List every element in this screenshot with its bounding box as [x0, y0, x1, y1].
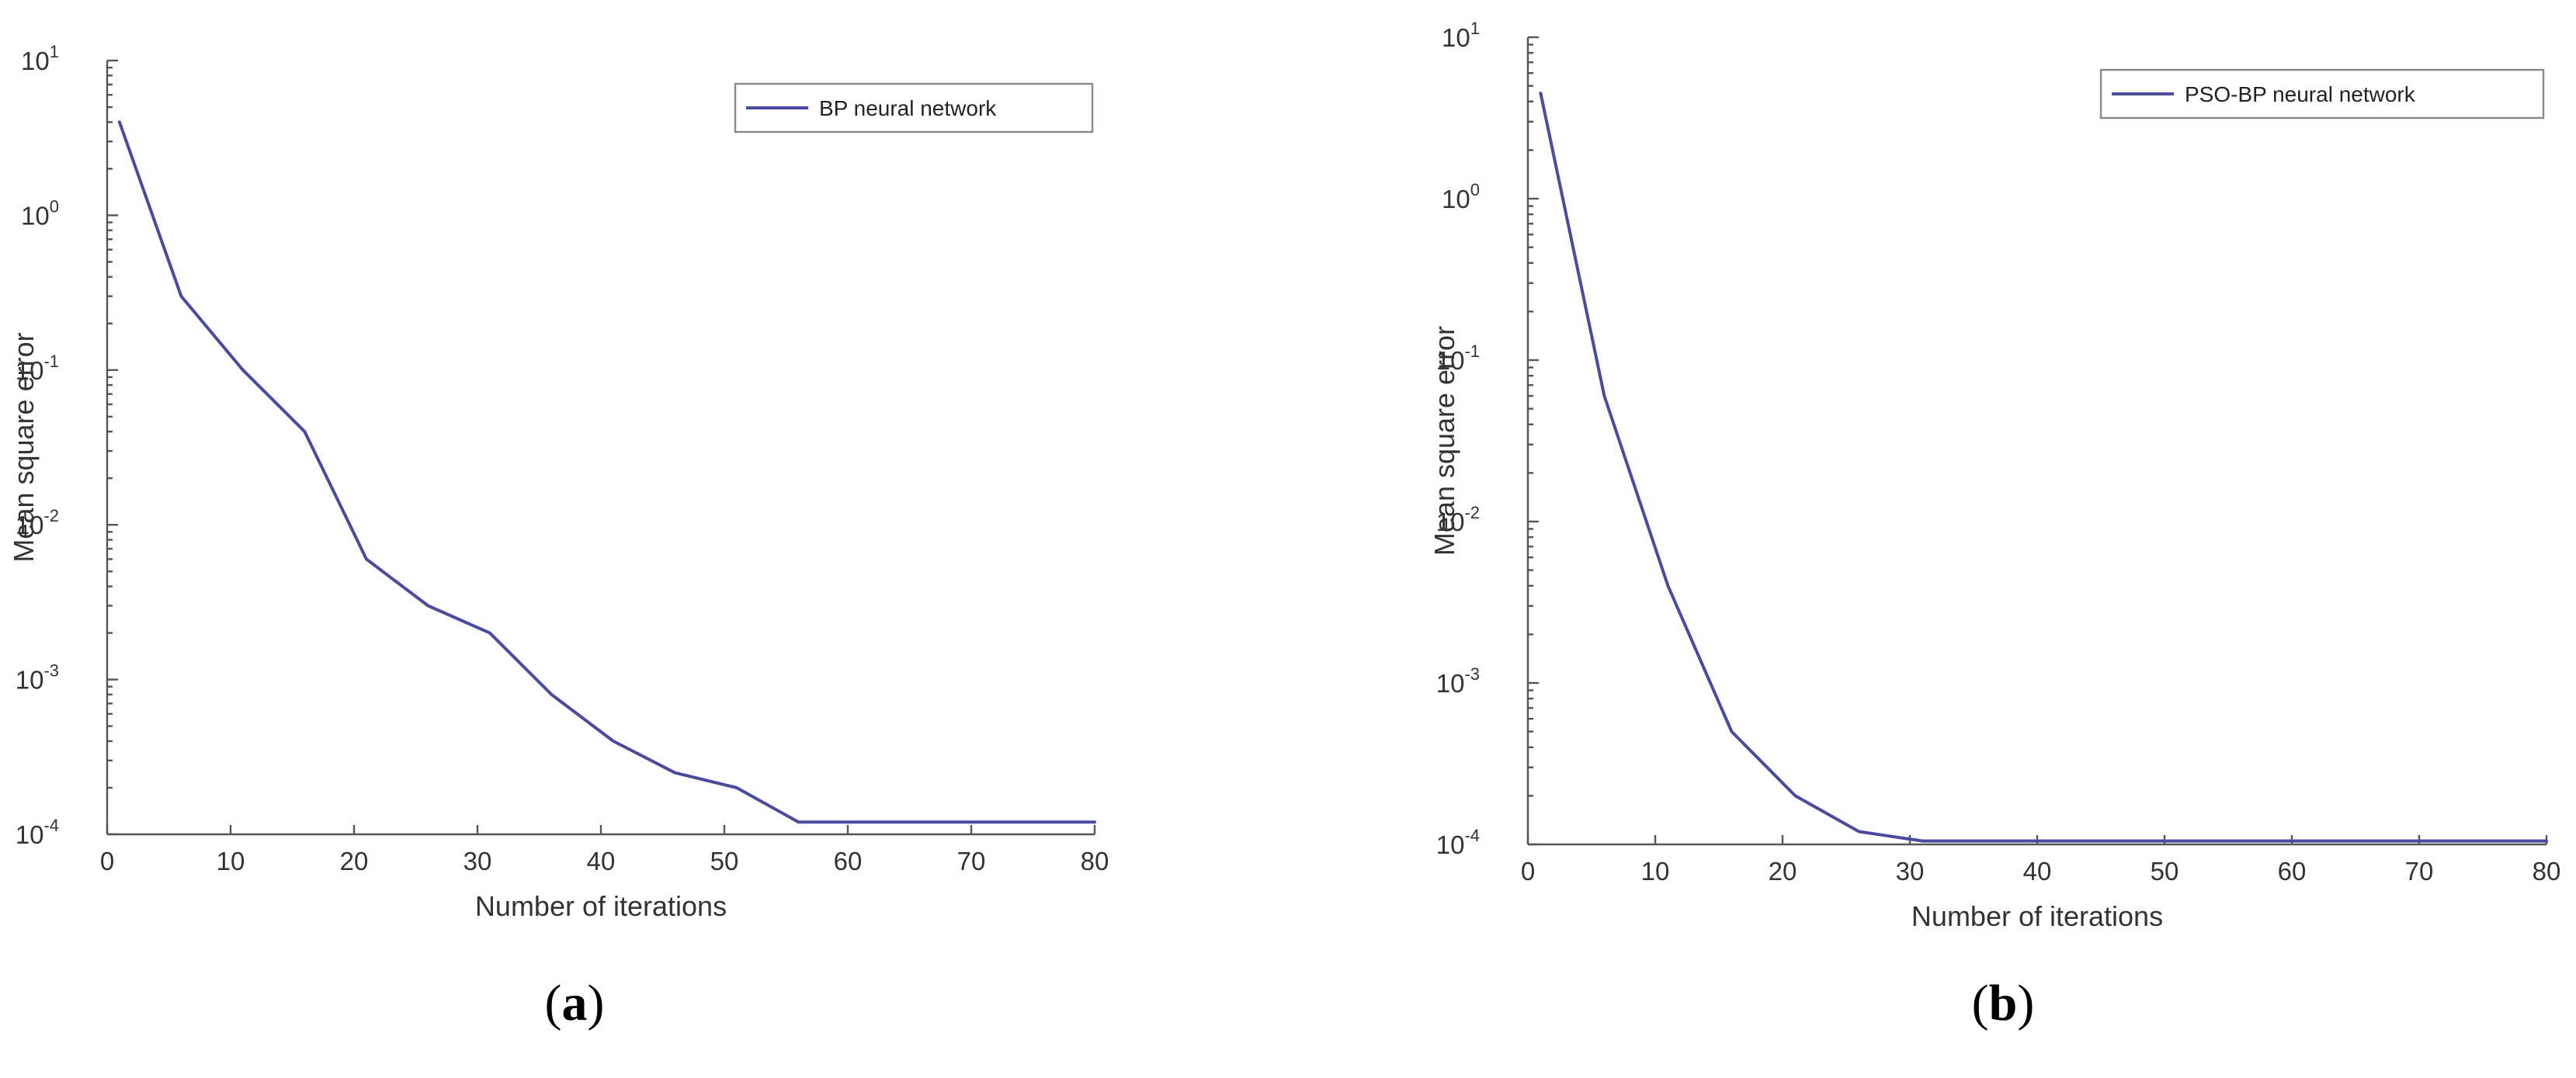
- y-tick-label: 10-3: [16, 661, 59, 695]
- x-tick-label: 10: [217, 847, 245, 875]
- y-tick-label: 10-1: [1436, 341, 1480, 375]
- y-tick-label: 10-4: [1436, 826, 1480, 859]
- chart-panel-a: 0 10 20 30 40 50 60 70 80 101 100 10-1 10-2 10-3 10-4 N…: [8, 42, 1109, 922]
- x-tick-label: 40: [2023, 857, 2052, 886]
- y-tick-label: 100: [1442, 180, 1480, 213]
- chart-panel-b: 0 10 20 30 40 50 60 70 80 101 100 10-1 10-2 10-3 10-4 N…: [1429, 19, 2560, 932]
- panel-label-a: (a): [544, 975, 605, 1031]
- y-tick-label: 10-1: [16, 352, 59, 385]
- x-tick-label: 0: [100, 847, 114, 875]
- legend-label: PSO-BP neural network: [2185, 82, 2416, 106]
- panel-label-b: (b): [1971, 975, 2035, 1031]
- x-tick-label: 20: [340, 847, 369, 875]
- y-tick-label: 10-2: [16, 506, 59, 539]
- x-tick-label: 80: [2533, 857, 2561, 886]
- y-tick-label: 100: [21, 196, 59, 230]
- y-tick-label: 10-4: [16, 816, 59, 849]
- series-line-1: [117, 120, 1096, 824]
- x-tick-label: 50: [710, 847, 739, 875]
- x-tick-label: 20: [1769, 857, 1797, 886]
- x-tick-label: 30: [1896, 857, 1925, 886]
- x-tick-label: 50: [2151, 857, 2179, 886]
- x-tick-label: 70: [957, 847, 986, 875]
- x-tick-label: 80: [1081, 847, 1109, 875]
- y-tick-label: 101: [1442, 19, 1480, 52]
- legend: BP neural network: [734, 82, 1094, 133]
- x-axis-title: Number of iterations: [1911, 900, 2163, 932]
- x-axis-title: Number of iterations: [475, 890, 727, 922]
- x-tick-label: 30: [463, 847, 492, 875]
- panel-letter-a: a: [561, 975, 588, 1031]
- x-tick-label: 60: [2278, 857, 2307, 886]
- y-axis-title: Mean square error: [8, 332, 40, 562]
- y-tick-label: 101: [21, 42, 59, 75]
- y-tick-label: 10-2: [1436, 503, 1480, 536]
- series-line-1: [1539, 92, 2548, 843]
- x-tick-label: 70: [2405, 857, 2434, 886]
- x-tick-label: 0: [1521, 857, 1535, 886]
- y-tick-label: 10-3: [1436, 664, 1480, 698]
- legend-label: BP neural network: [819, 96, 997, 120]
- y-axis-title: Mean square error: [1429, 326, 1460, 556]
- panel-letter-b: b: [1988, 975, 2018, 1031]
- legend-box: [2099, 68, 2545, 120]
- legend: PSO-BP neural network: [2099, 68, 2545, 120]
- x-tick-label: 40: [587, 847, 616, 875]
- x-tick-label: 10: [1641, 857, 1670, 886]
- x-tick-label: 60: [834, 847, 863, 875]
